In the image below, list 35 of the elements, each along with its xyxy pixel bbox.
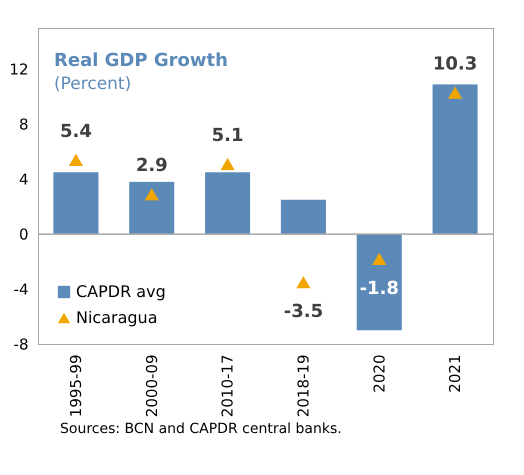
data-label: 2.9	[136, 155, 168, 176]
bar	[280, 200, 326, 234]
data-label: 10.3	[432, 54, 478, 75]
bar	[53, 172, 98, 234]
point	[220, 158, 235, 170]
bar	[205, 172, 250, 234]
data-label: -1.8	[360, 278, 399, 299]
x-tick-label: 2018-19	[294, 354, 312, 418]
y-tick-label: 4	[18, 170, 28, 189]
x-tick-label: 2010-17	[218, 354, 237, 418]
y-tick-label: 8	[18, 116, 28, 134]
data-label: -3.5	[284, 301, 324, 322]
bar	[432, 84, 478, 234]
x-tick-label: 2021	[446, 354, 464, 393]
x-tick-label: 2020	[370, 354, 388, 393]
y-tick-label: -8	[14, 336, 28, 354]
data-label: 5.1	[212, 125, 244, 146]
y-tick-label: 12	[9, 60, 28, 79]
point	[68, 154, 83, 166]
legend-label: Nicaragua	[76, 308, 158, 327]
text: (Percent)	[54, 74, 132, 94]
point	[448, 86, 462, 99]
y-tick-label: 0	[18, 226, 28, 244]
y-tick-label: -4	[14, 280, 28, 299]
point	[372, 252, 386, 265]
bar	[129, 182, 174, 234]
x-tick-label: 2000-09	[142, 354, 161, 418]
x-tick-label: 1995-99	[66, 354, 85, 418]
data-label: 5.4	[60, 120, 92, 142]
source-note: Sources: BCN and CAPDR central banks.	[60, 421, 343, 437]
point	[144, 188, 159, 200]
bar	[356, 234, 402, 330]
point	[296, 276, 310, 288]
text: Real GDP Growth	[54, 50, 228, 71]
legend-label: CAPDR avg	[76, 282, 166, 301]
